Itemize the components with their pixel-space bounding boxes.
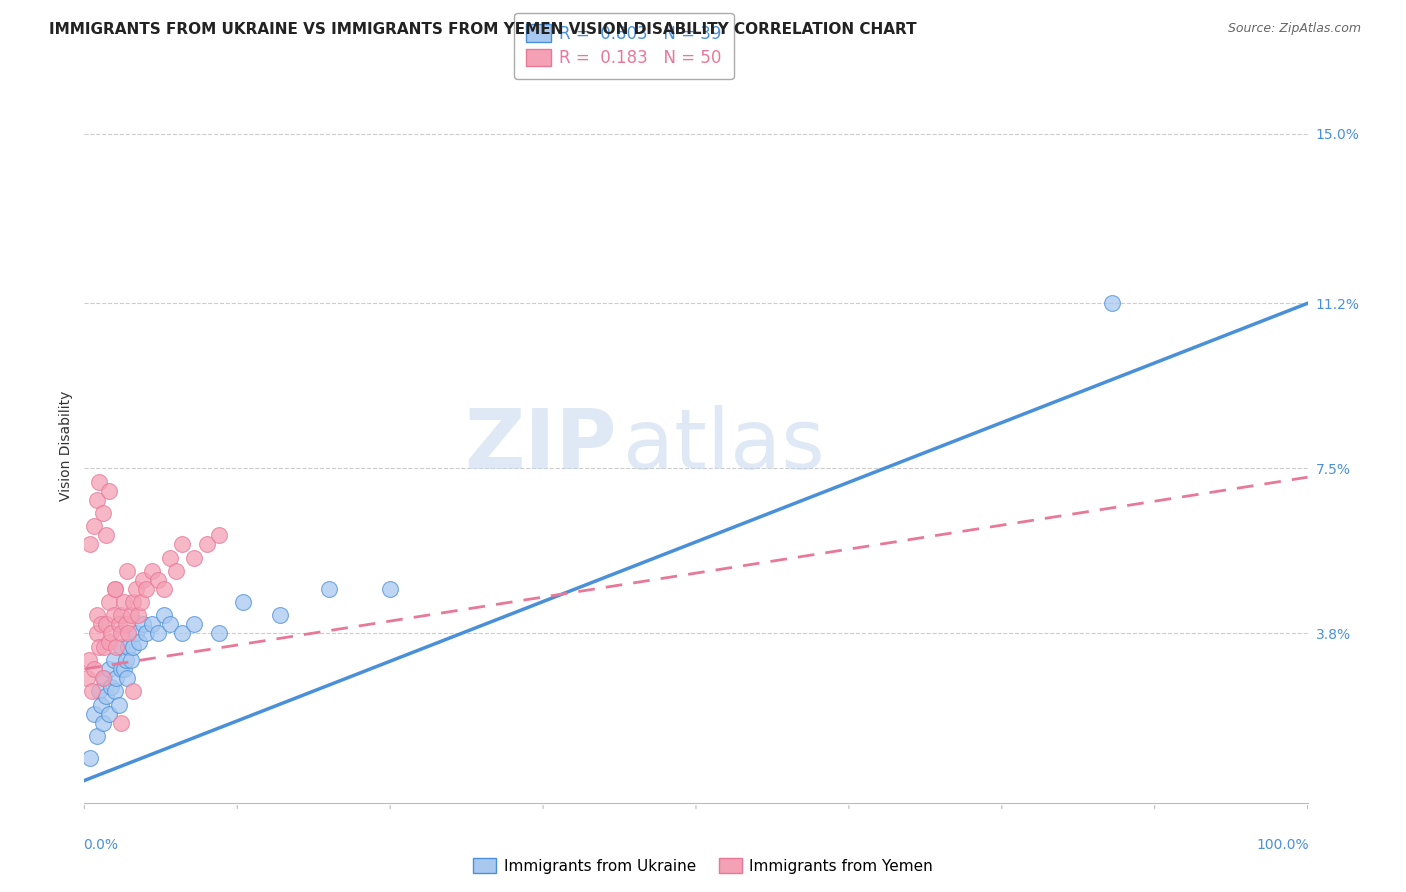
Y-axis label: Vision Disability: Vision Disability <box>59 391 73 501</box>
Legend: R =  0.803   N = 39, R =  0.183   N = 50: R = 0.803 N = 39, R = 0.183 N = 50 <box>515 12 734 79</box>
Text: Source: ZipAtlas.com: Source: ZipAtlas.com <box>1227 22 1361 36</box>
Point <box>172 537 194 551</box>
Point <box>87 640 110 654</box>
Text: IMMIGRANTS FROM UKRAINE VS IMMIGRANTS FROM YEMEN VISION DISABILITY CORRELATION C: IMMIGRANTS FROM UKRAINE VS IMMIGRANTS FR… <box>49 22 917 37</box>
Point <box>269 608 291 623</box>
Point <box>80 684 103 698</box>
Point <box>105 640 128 654</box>
Point <box>97 483 120 498</box>
Point <box>100 626 122 640</box>
Point <box>76 671 98 685</box>
Text: ZIP: ZIP <box>464 406 616 486</box>
Text: atlas: atlas <box>623 406 824 486</box>
Point <box>172 626 194 640</box>
Point <box>153 582 176 596</box>
Point <box>122 640 145 654</box>
Point <box>1101 296 1123 310</box>
Point <box>115 653 138 667</box>
Text: 0.0%: 0.0% <box>83 838 118 853</box>
Point <box>146 626 169 640</box>
Point <box>96 617 118 632</box>
Point <box>122 595 145 609</box>
Point <box>91 671 114 685</box>
Point <box>103 653 125 667</box>
Point <box>110 626 132 640</box>
Point <box>83 706 105 721</box>
Point <box>132 617 155 632</box>
Point <box>97 706 120 721</box>
Point <box>232 595 254 609</box>
Point <box>96 528 118 542</box>
Point <box>159 550 181 565</box>
Point <box>103 608 125 623</box>
Point <box>107 617 129 632</box>
Point <box>146 573 169 587</box>
Point <box>115 617 138 632</box>
Point <box>318 582 340 596</box>
Point <box>183 550 205 565</box>
Point <box>93 640 115 654</box>
Point <box>115 671 138 685</box>
Point <box>112 662 135 676</box>
Point <box>141 564 163 578</box>
Point <box>86 729 108 743</box>
Point <box>91 715 114 730</box>
Point <box>141 617 163 632</box>
Point <box>165 564 187 578</box>
Point <box>135 582 157 596</box>
Point <box>120 608 142 623</box>
Point <box>195 537 218 551</box>
Point <box>208 528 231 542</box>
Point <box>93 671 115 685</box>
Point <box>115 564 138 578</box>
Point <box>77 653 100 667</box>
Point <box>97 635 120 649</box>
Point <box>129 595 152 609</box>
Point <box>159 617 181 632</box>
Point <box>79 751 101 765</box>
Point <box>79 537 101 551</box>
Point <box>110 608 132 623</box>
Point <box>107 698 129 712</box>
Point <box>125 582 148 596</box>
Point <box>105 671 128 685</box>
Point <box>86 492 108 507</box>
Point <box>128 635 150 649</box>
Point <box>104 582 127 596</box>
Point <box>125 626 148 640</box>
Point <box>120 653 142 667</box>
Point <box>83 662 105 676</box>
Point <box>117 640 139 654</box>
Point <box>117 626 139 640</box>
Point <box>83 519 105 533</box>
Point <box>110 715 132 730</box>
Point <box>87 475 110 489</box>
Point <box>96 689 118 703</box>
Legend: Immigrants from Ukraine, Immigrants from Yemen: Immigrants from Ukraine, Immigrants from… <box>467 852 939 880</box>
Point <box>97 595 120 609</box>
Point <box>208 626 231 640</box>
Point <box>380 582 402 596</box>
Point <box>135 626 157 640</box>
Point <box>104 582 127 596</box>
Point <box>183 617 205 632</box>
Point <box>90 698 112 712</box>
Point <box>87 684 110 698</box>
Point <box>86 626 108 640</box>
Point <box>110 640 132 654</box>
Point <box>110 662 132 676</box>
Point <box>100 680 122 694</box>
Point <box>112 595 135 609</box>
Point <box>127 608 149 623</box>
Point <box>97 662 120 676</box>
Point <box>86 608 108 623</box>
Point <box>104 684 127 698</box>
Text: 100.0%: 100.0% <box>1256 838 1309 853</box>
Point <box>153 608 176 623</box>
Point <box>91 506 114 520</box>
Point <box>90 617 112 632</box>
Point <box>122 684 145 698</box>
Point <box>132 573 155 587</box>
